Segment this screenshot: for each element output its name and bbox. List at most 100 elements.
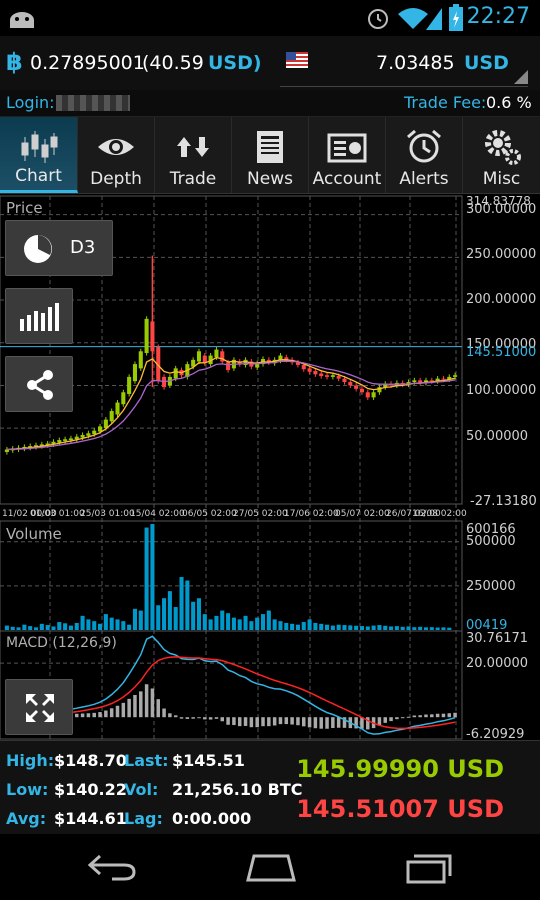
volume-bar [249,621,254,630]
volume-bar [179,577,184,630]
price-panel-frame [0,195,463,505]
volume-bar [98,623,103,630]
candle [226,362,231,371]
last-value: $145.51 [172,751,245,770]
chart-type-button[interactable] [5,288,73,344]
macd-histogram-bar [98,712,102,718]
chart-area[interactable]: Price Volume MACD (12,26,9) 314.83778 30… [0,194,540,742]
macd-histogram-bar [360,717,364,729]
macd-histogram-bar [342,717,347,728]
bid-price[interactable]: 145.51007 USD [296,795,504,823]
macd-histogram-bar [453,712,457,718]
macd-histogram-bar [307,717,312,728]
candle [377,387,382,393]
usd-balance: 7.03485 [376,52,455,74]
candle [39,444,44,447]
macd-histogram-bar [272,717,277,726]
volume-panel-frame [0,520,463,632]
candle [441,378,446,380]
tab-account[interactable]: Account [309,117,386,193]
back-icon[interactable] [86,852,138,882]
volume-bar [313,622,318,630]
chart-canvas[interactable] [0,194,540,740]
candle [237,361,242,365]
candle [447,376,452,380]
macd-histogram-bar [389,717,393,722]
price-axis-tick: 50.00000 [466,429,529,444]
volume-bar [109,617,114,630]
recents-icon[interactable] [404,850,452,884]
share-icon [27,370,53,400]
volume-bar [441,627,446,630]
macd-axis-tick: 20.00000 [466,656,529,671]
macd-histogram-bar [220,717,225,722]
tab-misc[interactable]: Misc [463,117,540,193]
volume-bar [260,614,266,630]
macd-histogram-bar [214,717,219,719]
volume-bar [272,619,277,630]
volume-bar [202,614,207,630]
tab-trade[interactable]: Trade [155,117,232,193]
volume-bar [162,598,167,630]
volume-bar [22,624,27,630]
lag-label: Lag: [124,809,163,828]
volume-axis-current: 00419 [466,618,508,633]
alarm-icon [368,9,388,29]
volume-bar [173,607,178,630]
date-label: 01/03 01:00 [30,509,85,519]
volume-bar [63,623,68,630]
tab-alerts[interactable]: Alerts [386,117,463,193]
volume-bar [16,627,21,630]
currency-spinner[interactable]: 7.03485 USD [280,36,528,87]
macd-histogram-bar [278,717,283,725]
candle [51,441,56,445]
dropdown-triangle-icon [514,70,528,84]
status-bar: 22:27 [0,0,540,36]
candle [28,446,33,448]
lag-value: 0:00.000 [172,809,252,828]
ask-price[interactable]: 145.99990 USD [296,755,504,783]
macd-histogram-bar [377,717,382,726]
candle [383,383,388,388]
volume-bar [354,625,359,630]
date-label: 25/03 01:00 [80,509,135,519]
timeframe-button[interactable]: D3 [5,220,113,276]
macd-histogram-bar [156,699,160,718]
macd-histogram-bar [296,717,300,726]
newspaper-icon [257,131,283,163]
volume-bar [45,625,50,630]
share-button[interactable] [5,356,73,412]
volume-bar [10,626,15,630]
candle [255,363,260,368]
fullscreen-button[interactable] [5,679,73,735]
tab-chart[interactable]: Chart [0,117,78,193]
candle [68,438,73,441]
volume-bar [127,624,132,630]
candle [115,402,120,415]
volume-axis-max: 600166 [466,522,516,537]
volume-bar [51,626,56,630]
home-icon[interactable] [244,852,298,882]
candle [284,357,289,360]
tab-news[interactable]: News [232,117,309,193]
macd-histogram-bar [226,717,230,725]
volume-axis-tick: 250000 [466,579,516,594]
price-axis-min: -27.13180 [470,494,537,509]
trade-arrows-icon [177,137,209,157]
us-flag-icon [286,52,308,68]
volume-stat-label: Vol: [124,780,159,799]
macd-histogram-bar [243,717,248,726]
macd-histogram-bar [168,713,172,718]
alarm-clock-icon [407,129,441,163]
macd-histogram-bar [441,713,446,718]
low-label: Low: [6,780,49,799]
android-icon [10,12,34,28]
tab-depth[interactable]: Depth [78,117,155,193]
volume-label: Volume [6,525,62,543]
expand-arrows-icon [26,694,54,722]
volume-bar [325,624,330,630]
macd-histogram-bar [203,717,207,720]
candle [313,370,318,375]
volume-bar [266,610,271,630]
volume-bar [423,627,429,630]
